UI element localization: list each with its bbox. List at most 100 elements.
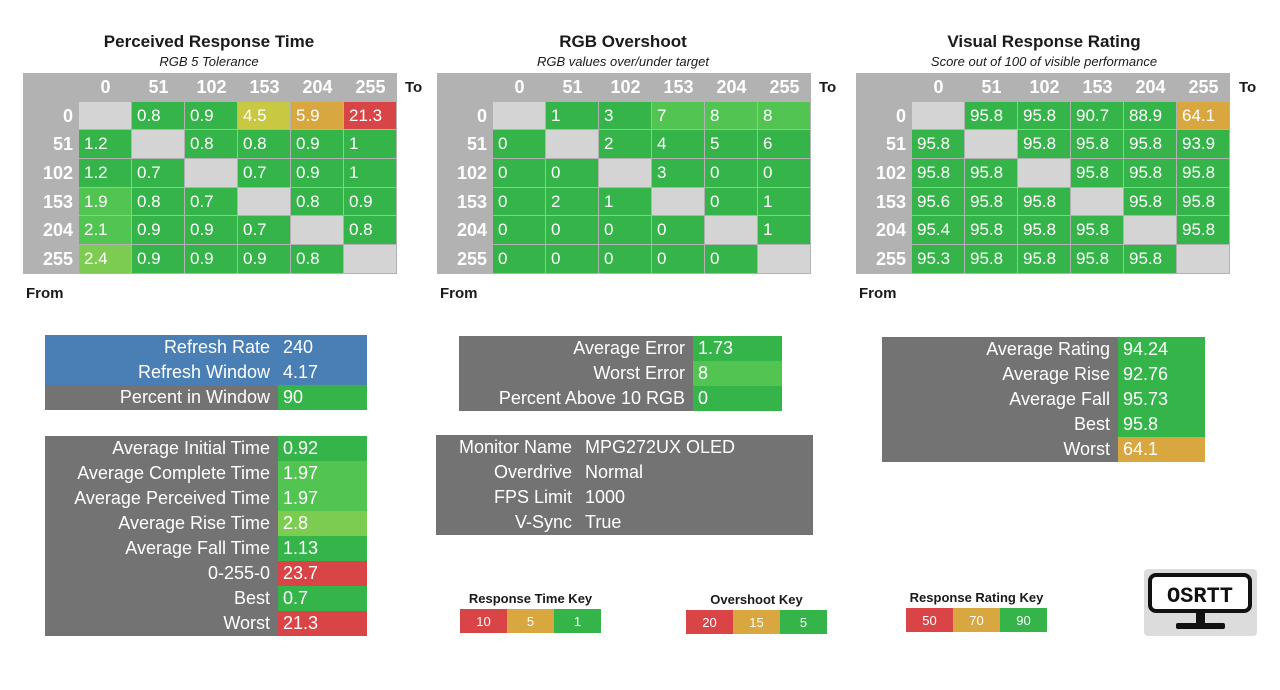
stat-value: True xyxy=(580,510,813,535)
stat-label: Refresh Window xyxy=(45,360,278,385)
matrix-cell: 0 xyxy=(493,130,546,160)
column-header: 0 xyxy=(933,76,944,97)
column-header: 102 xyxy=(196,76,227,97)
matrix-cell: 7 xyxy=(652,101,705,131)
from-label: From xyxy=(26,285,64,302)
stat-label: Worst Error xyxy=(459,361,693,386)
row-header: 102 xyxy=(875,162,906,183)
stat-value: MPG272UX OLED xyxy=(580,435,813,460)
stat-value: 0.92 xyxy=(278,436,367,461)
matrix-cell: 95.8 xyxy=(1177,216,1230,246)
key-cell: 15 xyxy=(733,610,780,634)
column-header: 102 xyxy=(610,76,641,97)
matrix-cell: 0 xyxy=(652,216,705,246)
rgb-overshoot-matrix: 0 51 102 153 204 255 0 1 3 7 8 8 51 0 2 4 5 6 102 0 0 3 0 0 153 0… xyxy=(437,73,811,274)
row-header: 255 xyxy=(456,248,487,269)
matrix-cell: 88.9 xyxy=(1124,101,1177,131)
matrix-cell: 93.9 xyxy=(1177,130,1230,160)
matrix-cell: 95.8 xyxy=(1124,130,1177,160)
row-header: 204 xyxy=(456,220,487,241)
from-label: From xyxy=(859,285,897,302)
column-header: 0 xyxy=(100,76,111,97)
matrix-cell: 0.9 xyxy=(344,187,397,217)
stat-value: 64.1 xyxy=(1118,437,1205,462)
matrix-cell: 5 xyxy=(705,130,758,160)
row-header: 255 xyxy=(42,248,73,269)
matrix-cell-empty xyxy=(238,187,291,217)
stat-value: 0 xyxy=(693,386,782,411)
matrix-corner xyxy=(856,73,912,102)
column-header: 204 xyxy=(1135,76,1166,97)
matrix-cell: 0 xyxy=(493,159,546,188)
matrix-cell: 1 xyxy=(344,159,397,188)
stat-value: 94.24 xyxy=(1118,337,1205,362)
matrix-cell: 95.4 xyxy=(912,216,965,246)
matrix-cell: 2.4 xyxy=(79,245,132,274)
matrix-cell: 2 xyxy=(546,187,599,217)
row-header: 0 xyxy=(62,105,73,126)
matrix-cell: 0.8 xyxy=(238,130,291,160)
matrix-cell: 1 xyxy=(546,101,599,131)
stat-value: 2.8 xyxy=(278,511,367,536)
key-row: 20 15 5 xyxy=(686,610,827,634)
matrix-cell-empty xyxy=(79,101,132,131)
column-header: 255 xyxy=(1188,76,1219,97)
stat-value: 240 xyxy=(278,335,367,360)
matrix-title-rating: Visual Response Rating xyxy=(947,32,1141,51)
matrix-subtitle-rating: Score out of 100 of visible performance xyxy=(930,54,1158,69)
stat-value: 92.76 xyxy=(1118,362,1205,387)
row-header: 102 xyxy=(42,162,73,183)
stat-label: Average Initial Time xyxy=(45,436,278,461)
matrix-cell-empty xyxy=(1071,187,1124,217)
key-cell: 50 xyxy=(906,608,953,632)
matrix-cell: 1 xyxy=(758,187,811,217)
row-header: 204 xyxy=(875,220,906,241)
matrix-cell: 0 xyxy=(493,216,546,246)
column-header: 153 xyxy=(1082,76,1113,97)
matrix-cell: 0.7 xyxy=(238,216,291,246)
matrix-cell: 21.3 xyxy=(344,101,397,131)
matrix-cell: 95.8 xyxy=(1018,245,1071,274)
matrix-cell: 1.2 xyxy=(79,130,132,160)
matrix-cell: 0 xyxy=(599,216,652,246)
column-header: 204 xyxy=(302,76,333,97)
stat-value: 95.8 xyxy=(1118,412,1205,437)
matrix-cell: 95.8 xyxy=(1177,159,1230,188)
column-header: 153 xyxy=(663,76,694,97)
row-header: 51 xyxy=(466,134,487,155)
matrix-cell: 0.8 xyxy=(185,130,238,160)
refresh-stats-box: Refresh Rate 240 Refresh Window 4.17 Percent… xyxy=(45,335,367,410)
matrix-cell: 95.8 xyxy=(965,101,1018,131)
column-header: 255 xyxy=(355,76,386,97)
stat-value: 1.97 xyxy=(278,486,367,511)
matrix-subtitle-perceived: RGB 5 Tolerance xyxy=(159,54,259,69)
matrix-cell: 0.9 xyxy=(291,130,344,160)
stat-value: 90 xyxy=(278,385,367,410)
matrix-cell: 0 xyxy=(546,159,599,188)
matrix-cell: 1.2 xyxy=(79,159,132,188)
matrix-cell: 8 xyxy=(758,101,811,131)
matrix-cell: 8 xyxy=(705,101,758,131)
key-cell: 90 xyxy=(1000,608,1047,632)
matrix-cell: 95.8 xyxy=(1071,159,1124,188)
stat-label: Average Perceived Time xyxy=(45,486,278,511)
matrix-cell: 2 xyxy=(599,130,652,160)
stat-label: Worst xyxy=(45,611,278,636)
perceived-response-matrix: 0 51 102 153 204 255 0 0.8 0.9 4.5 5.9 21.3 51 1.2 0.8… xyxy=(23,73,397,274)
matrix-cell-empty xyxy=(758,245,811,274)
matrix-cell: 0.7 xyxy=(238,159,291,188)
matrix-cell: 95.8 xyxy=(965,159,1018,188)
column-header: 51 xyxy=(981,76,1002,97)
matrix-cell-empty xyxy=(493,101,546,131)
matrix-cell: 95.8 xyxy=(1071,216,1124,246)
stat-value: 1.97 xyxy=(278,461,367,486)
to-label: To xyxy=(1239,79,1257,96)
stat-label: Worst xyxy=(882,437,1118,462)
matrix-cell: 0 xyxy=(493,187,546,217)
osrtt-logo: OSRTT xyxy=(1144,569,1257,636)
rating-stats-box: Average Rating 94.24 Average Rise 92.76 Aver… xyxy=(882,337,1205,462)
matrix-cell-empty xyxy=(652,187,705,217)
matrix-cell: 95.8 xyxy=(1018,101,1071,131)
matrix-cell: 1 xyxy=(758,216,811,246)
matrix-cell: 95.3 xyxy=(912,245,965,274)
